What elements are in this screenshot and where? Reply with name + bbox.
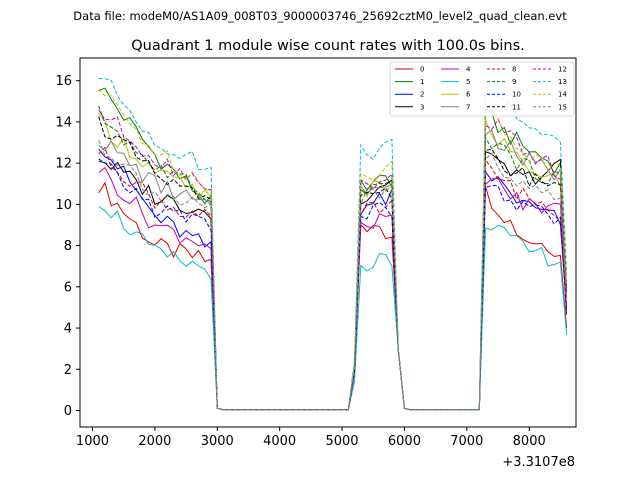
- x-tick-label: 7000: [450, 434, 483, 449]
- y-tick-label: 14: [55, 115, 72, 130]
- legend-label-8: 8: [512, 66, 516, 74]
- y-tick-label: 4: [64, 322, 72, 337]
- chart-suptitle: Data file: modeM0/AS1A09_008T03_90000037…: [73, 9, 567, 23]
- axes: 1000 2000 3000 4000 5000 6000 7000 800002468101…: [55, 57, 577, 449]
- legend-box: [389, 61, 575, 117]
- x-tick-label: 3000: [201, 434, 234, 449]
- plot-lines: [98, 78, 568, 411]
- legend-label-14: 14: [558, 91, 567, 99]
- axes-frame: [79, 57, 577, 428]
- plot-area: [80, 58, 576, 427]
- legend-label-12: 12: [558, 66, 567, 74]
- legend-label-10: 10: [512, 91, 521, 99]
- y-tick-label: 12: [55, 157, 72, 172]
- x-offset-label: +3.3107e8: [502, 455, 575, 470]
- series-line-11: [98, 116, 568, 411]
- x-tick-label: 4000: [263, 434, 296, 449]
- legend-label-1: 1: [420, 78, 424, 86]
- y-tick-label: 16: [55, 74, 72, 89]
- legend-label-7: 7: [466, 103, 470, 111]
- x-tick-label: 1000: [76, 434, 109, 449]
- legend-label-4: 4: [466, 66, 471, 74]
- legend-label-2: 2: [420, 91, 424, 99]
- legend-label-9: 9: [512, 78, 516, 86]
- legend-label-6: 6: [466, 91, 471, 99]
- y-tick-label: 8: [64, 239, 72, 254]
- series-line-14: [98, 88, 568, 411]
- y-tick-label: 0: [64, 404, 72, 419]
- legend-label-13: 13: [558, 78, 567, 86]
- legend-label-3: 3: [420, 103, 424, 111]
- y-tick-label: 6: [64, 280, 72, 295]
- legend-label-0: 0: [420, 66, 424, 74]
- legend-label-15: 15: [558, 103, 567, 111]
- x-tick-label: 2000: [138, 434, 171, 449]
- x-tick-label: 5000: [325, 434, 358, 449]
- y-tick-label: 2: [64, 363, 72, 378]
- y-tick-label: 10: [55, 198, 72, 213]
- series-line-15: [98, 140, 568, 411]
- legend-label-11: 11: [512, 103, 521, 111]
- x-tick-label: 6000: [388, 434, 421, 449]
- x-tick-label: 8000: [513, 434, 546, 449]
- chart-title: Quadrant 1 module wise count rates with …: [131, 38, 525, 54]
- legend-label-5: 5: [466, 78, 470, 86]
